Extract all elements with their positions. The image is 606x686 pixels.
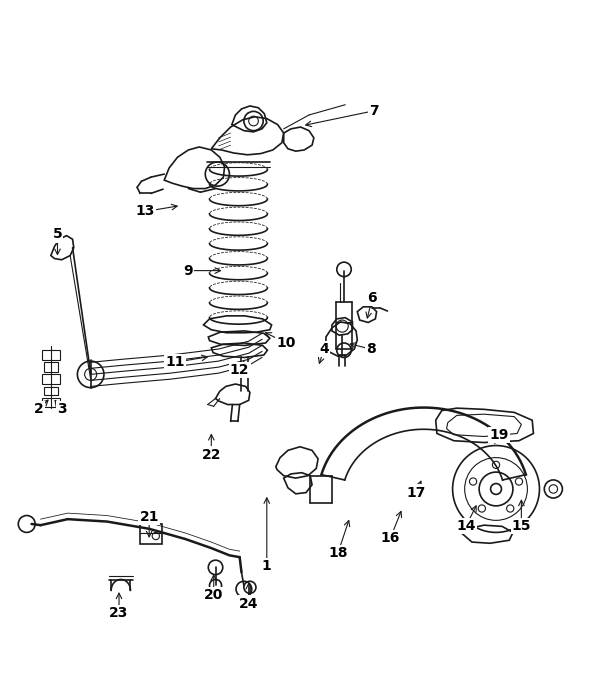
- Text: 4: 4: [319, 342, 329, 356]
- Text: 12: 12: [230, 363, 250, 377]
- Text: 1: 1: [262, 559, 271, 573]
- Text: 19: 19: [490, 427, 508, 442]
- Text: 7: 7: [370, 104, 379, 118]
- Text: 10: 10: [276, 336, 296, 350]
- Text: 21: 21: [139, 510, 159, 523]
- Text: 22: 22: [202, 447, 221, 462]
- Text: 3: 3: [57, 403, 67, 416]
- Text: 2: 2: [34, 403, 44, 416]
- Circle shape: [491, 484, 501, 495]
- Bar: [44, 387, 58, 396]
- Bar: [42, 398, 60, 407]
- Text: 5: 5: [53, 228, 62, 241]
- Text: 9: 9: [184, 263, 193, 278]
- Text: 23: 23: [109, 606, 128, 620]
- Text: 17: 17: [407, 486, 426, 499]
- Text: 11: 11: [165, 355, 185, 369]
- Text: 15: 15: [511, 519, 531, 534]
- Text: 6: 6: [368, 291, 377, 305]
- Text: 20: 20: [204, 588, 224, 602]
- Bar: [44, 362, 58, 372]
- Text: 16: 16: [381, 531, 400, 545]
- Text: 8: 8: [365, 342, 376, 356]
- Text: 14: 14: [456, 519, 476, 534]
- Text: 18: 18: [328, 546, 348, 560]
- Text: 13: 13: [135, 204, 155, 219]
- Text: 24: 24: [239, 597, 259, 611]
- Bar: [42, 350, 60, 361]
- Bar: [42, 375, 60, 384]
